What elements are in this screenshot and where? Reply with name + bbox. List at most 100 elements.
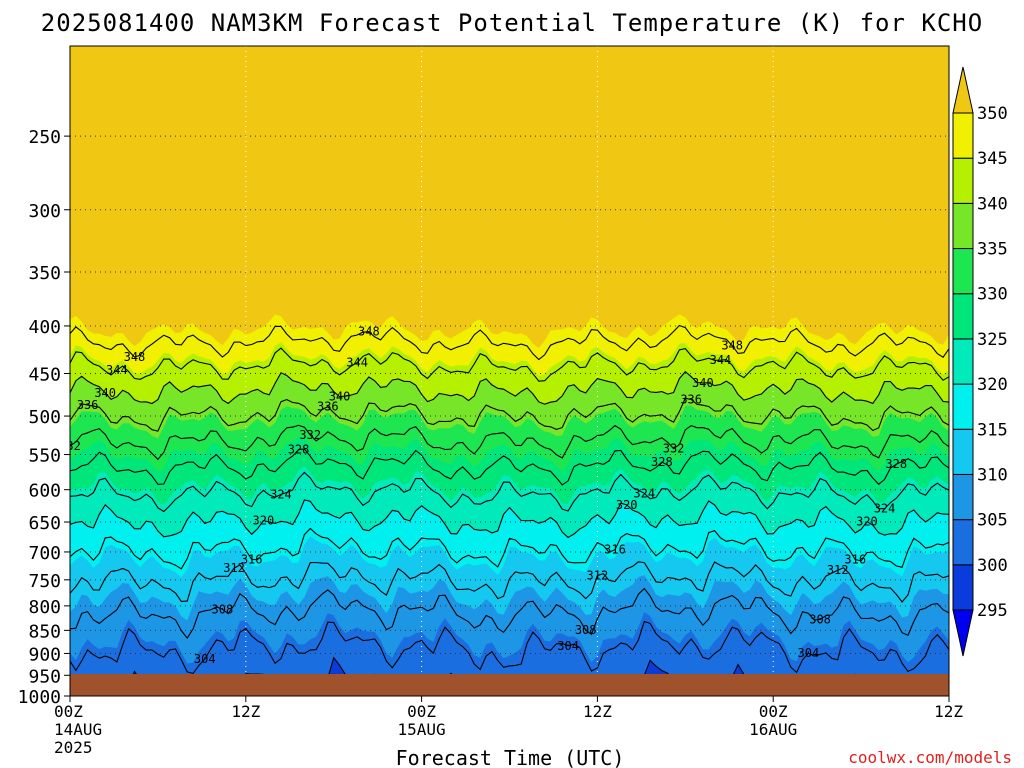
contour-label-336: 336: [77, 398, 99, 412]
plot-frame: [69, 45, 950, 697]
contour-label-340: 340: [692, 376, 714, 390]
colorbar-label-305: 305: [977, 511, 1008, 531]
contour-label-344: 344: [710, 353, 732, 367]
contour-label-344: 344: [346, 356, 368, 370]
contour-label-312: 312: [223, 561, 245, 575]
band-above-350: [70, 46, 949, 348]
y-tick-label-600: 600: [28, 481, 61, 502]
y-tick-label-550: 550: [28, 446, 61, 467]
contour-332: [70, 424, 949, 461]
chart-title: 2025081400 NAM3KM Forecast Potential Tem…: [41, 9, 983, 37]
contour-label-328: 328: [651, 455, 673, 469]
y-tick-label-250: 250: [28, 127, 61, 148]
contour-348: [70, 324, 949, 361]
source-annotation: coolwx.com/models: [848, 748, 1012, 767]
contour-label-332: 332: [299, 428, 321, 442]
colorbar-label-315: 315: [977, 420, 1008, 440]
y-tick-label-300: 300: [28, 201, 61, 222]
colorbar-label-310: 310: [977, 465, 1008, 485]
colorbar-label-325: 325: [977, 330, 1008, 350]
contour-312: [70, 561, 949, 603]
x-tick-date: 15AUG: [398, 720, 446, 739]
contour-label-336: 336: [680, 393, 702, 407]
colorbar-segment-335: [952, 202, 974, 250]
y-tick-label-650: 650: [28, 513, 61, 534]
filled-bands: [70, 46, 949, 696]
colorbar-label-320: 320: [977, 375, 1008, 395]
colorbar-segment-320: [952, 338, 974, 385]
contour-320: [70, 499, 949, 539]
contour-label-324: 324: [270, 487, 292, 501]
grid-lines: [70, 46, 949, 696]
contour-label-336: 336: [317, 400, 339, 414]
contour-label-340: 340: [329, 390, 351, 404]
x-tick-label: 12Z: [583, 702, 612, 721]
y-tick-label-1000: 1000: [18, 687, 61, 708]
y-tick-label-850: 850: [28, 621, 61, 642]
contour-344: [70, 347, 949, 382]
contour-label-324: 324: [874, 502, 896, 516]
contour-label-348: 348: [358, 325, 380, 339]
contour-label-328: 328: [288, 443, 310, 457]
contour-label-308: 308: [212, 602, 234, 616]
contour-label-328: 328: [885, 457, 907, 471]
colorbar-label-340: 340: [977, 194, 1008, 214]
x-tick-date: 14AUG: [54, 720, 102, 739]
contour-label-308: 308: [575, 623, 597, 637]
y-tick-label-350: 350: [28, 263, 61, 284]
contour-336: [70, 397, 949, 432]
colorbar-segment-300: [952, 519, 974, 566]
colorbar-segment-295: [952, 564, 974, 611]
colorbar-label-300: 300: [977, 556, 1008, 576]
contour-label-312: 312: [827, 563, 849, 577]
x-tick-date: 16AUG: [749, 720, 797, 739]
contour-label-316: 316: [844, 553, 866, 567]
contour-label-316: 316: [241, 553, 263, 567]
y-tick-label-750: 750: [28, 571, 61, 592]
x-tick-label: 00Z: [54, 702, 83, 721]
colorbar-segment-310: [952, 428, 974, 475]
contour-label-312: 312: [587, 569, 609, 583]
colorbar-label-345: 345: [977, 149, 1008, 169]
colorbar-label-295: 295: [977, 601, 1008, 621]
contour-label-320: 320: [616, 498, 638, 512]
y-tick-label-700: 700: [28, 543, 61, 564]
colorbar-segment-305: [952, 473, 974, 521]
y-tick-label-500: 500: [28, 407, 61, 428]
colorbar-label-330: 330: [977, 285, 1008, 305]
ground-surface: [70, 674, 949, 696]
colorbar-cap-top: [952, 66, 974, 114]
y-tick-label-950: 950: [28, 666, 61, 687]
contour-328: [70, 448, 949, 486]
contour-label-304: 304: [798, 646, 820, 660]
y-axis: 2503003504004505005506006507007508008509…: [18, 127, 70, 708]
contour-label-320: 320: [253, 514, 275, 528]
contour-308: [70, 587, 949, 640]
contour-label-344: 344: [106, 363, 128, 377]
contour-label-348: 348: [124, 350, 146, 364]
contour-label-332: 332: [59, 439, 81, 453]
contour-label-308: 308: [809, 612, 831, 626]
y-tick-label-400: 400: [28, 317, 61, 338]
contour-label-316: 316: [604, 543, 626, 557]
contour-label-332: 332: [663, 442, 685, 456]
colorbar-segment-315: [952, 383, 974, 430]
contour-label-304: 304: [557, 639, 579, 653]
colorbar: 295 300 305 310 315 320 325 330 335 340 345 350: [952, 66, 1008, 657]
contour-324: [70, 471, 949, 513]
x-tick-label: 00Z: [407, 702, 436, 721]
contour-304: [70, 620, 949, 675]
colorbar-segment-340: [952, 157, 974, 204]
contour-340: [70, 370, 949, 405]
x-tick-label: 00Z: [759, 702, 788, 721]
y-tick-label-800: 800: [28, 597, 61, 618]
x-tick-year: 2025: [54, 738, 93, 757]
contour-label-340: 340: [94, 386, 116, 400]
y-tick-label-900: 900: [28, 644, 61, 665]
x-tick-label: 12Z: [231, 702, 260, 721]
colorbar-segment-345: [952, 112, 974, 159]
contour-316: [70, 527, 949, 570]
x-tick-label: 12Z: [934, 702, 963, 721]
